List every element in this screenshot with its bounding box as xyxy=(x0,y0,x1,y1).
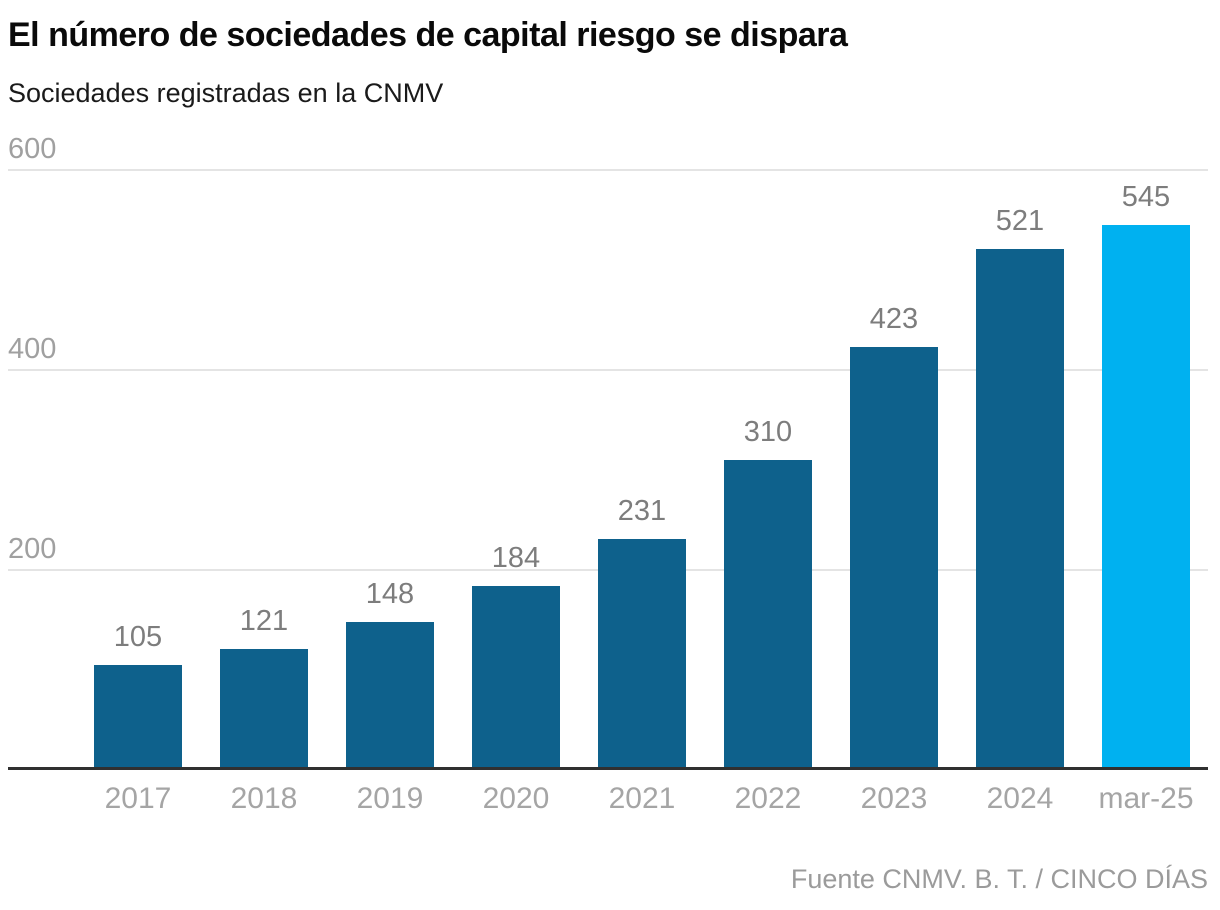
xtick-label-mar-25: mar-25 xyxy=(1098,782,1194,815)
xtick-label-2022: 2022 xyxy=(734,782,802,815)
bar-2024 xyxy=(976,249,1064,770)
bar-2021 xyxy=(598,539,686,770)
chart-subtitle: Sociedades registradas en la CNMV xyxy=(8,78,444,108)
value-label-2020: 184 xyxy=(491,542,541,574)
gridline-400 xyxy=(8,369,1208,371)
xtick-label-2018: 2018 xyxy=(230,782,298,815)
xtick-label-2021: 2021 xyxy=(608,782,676,815)
bar-2018 xyxy=(220,649,308,770)
ytick-label-400: 400 xyxy=(8,333,57,365)
bar-chart-plot: 200 400 600 105 2017 121 2018 148 2019 184 2020 231… xyxy=(0,135,1220,814)
bar-mar-25 xyxy=(1102,225,1190,770)
xtick-label-2017: 2017 xyxy=(104,782,172,815)
bar-2019 xyxy=(346,622,434,770)
bar-2017 xyxy=(94,665,182,770)
value-label-mar-25: 545 xyxy=(1121,181,1171,213)
xtick-label-2024: 2024 xyxy=(986,782,1054,815)
value-label-2021: 231 xyxy=(617,495,667,527)
value-label-2023: 423 xyxy=(869,303,919,335)
x-axis-line xyxy=(8,767,1208,770)
value-label-2022: 310 xyxy=(743,416,793,448)
source-credit: Fuente CNMV. B. T. / CINCO DÍAS xyxy=(790,864,1208,894)
chart-title: El número de sociedades de capital riesg… xyxy=(8,16,848,54)
bar-2020 xyxy=(472,586,560,770)
ytick-label-600: 600 xyxy=(8,133,57,165)
bar-2022 xyxy=(724,460,812,770)
xtick-label-2023: 2023 xyxy=(860,782,928,815)
gridline-600 xyxy=(8,169,1208,171)
xtick-label-2020: 2020 xyxy=(482,782,550,815)
ytick-label-200: 200 xyxy=(8,533,57,565)
value-label-2019: 148 xyxy=(365,578,415,610)
value-label-2018: 121 xyxy=(239,605,289,637)
bar-2023 xyxy=(850,347,938,770)
value-label-2024: 521 xyxy=(995,205,1045,237)
value-label-2017: 105 xyxy=(113,621,163,653)
xtick-label-2019: 2019 xyxy=(356,782,424,815)
